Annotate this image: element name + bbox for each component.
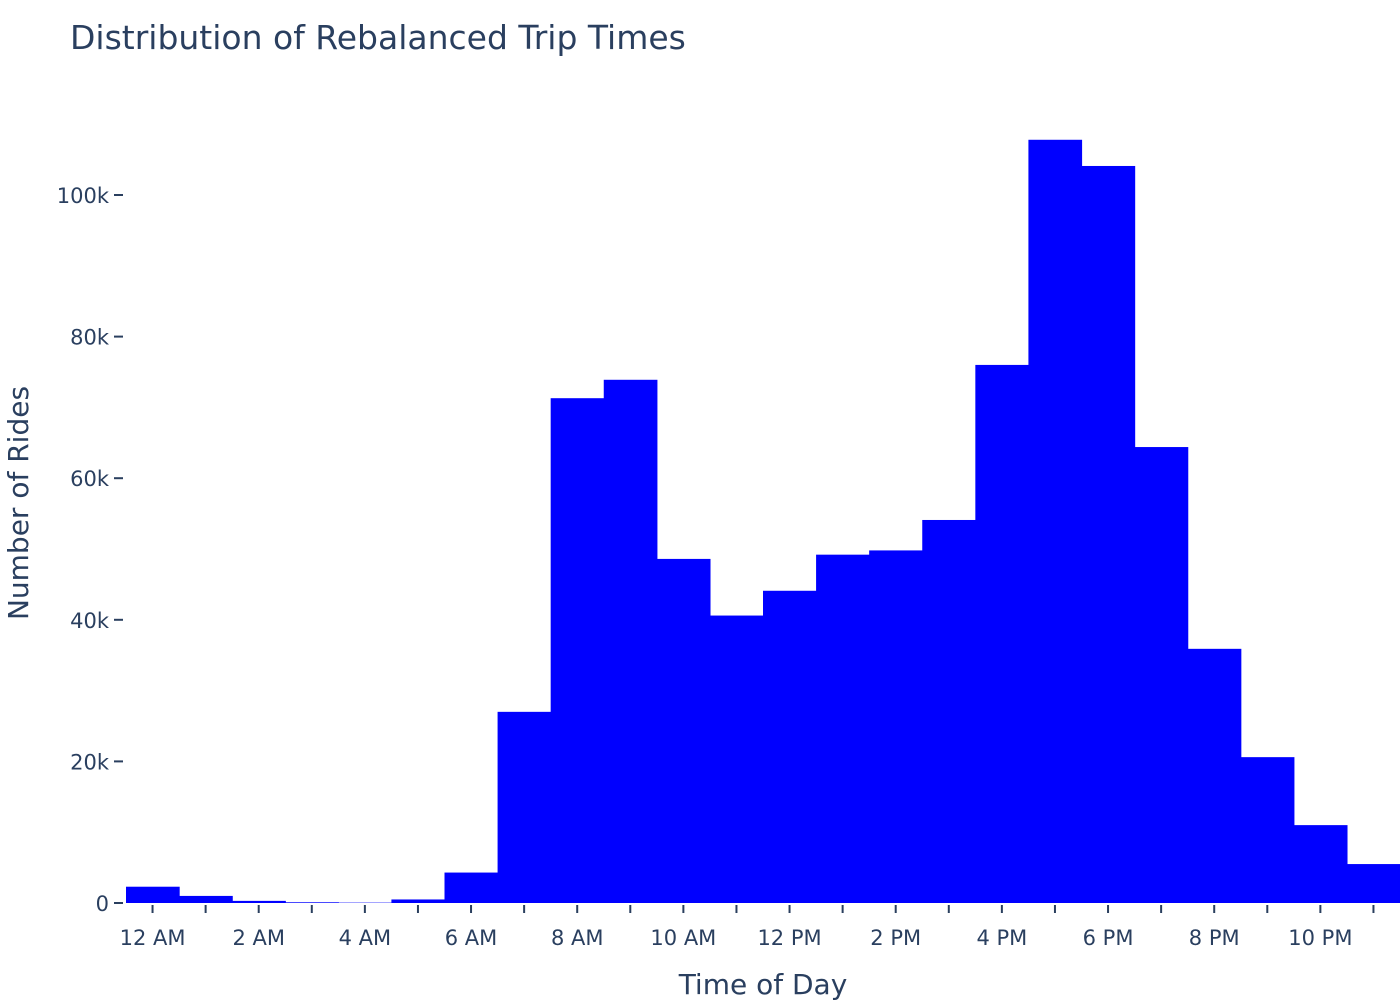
- bar-3-am: [285, 902, 339, 903]
- y-tick-label: 60k: [70, 467, 110, 491]
- y-axis: 0 20k 40k 60k 80k 100k: [57, 184, 123, 916]
- x-tick-label: 12 PM: [757, 926, 821, 950]
- x-tick-label: 2 AM: [232, 926, 285, 950]
- y-tick-label: 80k: [70, 326, 110, 350]
- bar-1-am: [179, 895, 233, 903]
- bar-9-am: [603, 379, 658, 904]
- bar-2-pm: [869, 550, 923, 903]
- bar-6-pm: [1081, 165, 1136, 904]
- x-axis-title: Time of Day: [678, 968, 848, 1000]
- x-tick-label: 10 AM: [650, 926, 716, 950]
- bar-2-am: [232, 900, 286, 903]
- x-tick-label: 6 AM: [445, 926, 498, 950]
- y-tick-label: 40k: [70, 609, 110, 633]
- bar-11-pm: [1346, 864, 1400, 903]
- bar-11-am: [709, 615, 764, 903]
- x-tick-label: 12 AM: [120, 926, 186, 950]
- x-tick-label: 4 AM: [339, 926, 392, 950]
- bar-10-am: [656, 558, 711, 903]
- x-tick-label: 2 PM: [870, 926, 921, 950]
- bar-12-pm: [763, 590, 817, 903]
- bar-7-pm: [1134, 447, 1189, 903]
- x-tick-label: 4 PM: [976, 926, 1027, 950]
- x-tick-label: 10 PM: [1288, 926, 1352, 950]
- bar-5-am: [391, 899, 446, 903]
- y-tick-label: 20k: [70, 750, 110, 774]
- bar-4-pm: [975, 364, 1030, 903]
- x-axis: 12 AM 2 AM 4 AM 6 AM 8 AM 10 AM 12 PM 2 PM 4 PM 6…: [120, 905, 1375, 950]
- bar-7-am: [497, 711, 552, 903]
- bar-9-pm: [1240, 757, 1295, 903]
- bar-6-am: [444, 872, 499, 903]
- bars-group: [126, 139, 1400, 904]
- bar-1-pm: [816, 554, 870, 903]
- bar-5-pm: [1028, 139, 1083, 903]
- x-tick-label: 8 PM: [1189, 926, 1240, 950]
- y-axis-title: Number of Rides: [2, 386, 35, 620]
- bar-8-pm: [1187, 648, 1242, 903]
- bar-3-pm: [922, 519, 976, 903]
- x-tick-label: 8 AM: [551, 926, 604, 950]
- y-tick-label: 0: [96, 892, 109, 916]
- bar-10-pm: [1293, 825, 1348, 903]
- x-tick-label: 6 PM: [1083, 926, 1134, 950]
- bar-8-am: [550, 398, 605, 903]
- bar-12-am: [126, 886, 180, 903]
- chart-title: Distribution of Rebalanced Trip Times: [70, 18, 686, 57]
- y-tick-label: 100k: [57, 184, 110, 208]
